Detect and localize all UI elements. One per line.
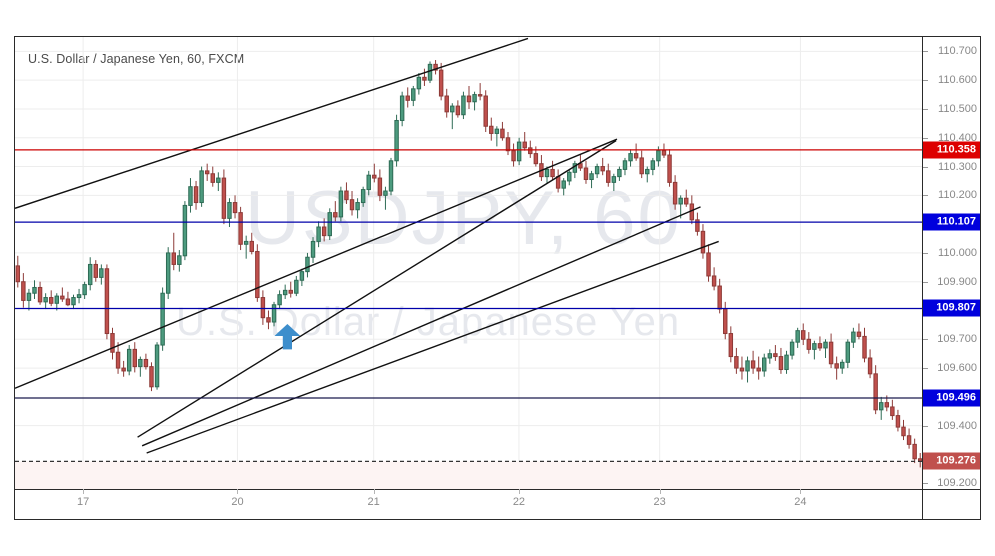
price-level-lines	[15, 149, 923, 462]
price-label-support[interactable]: 109.496	[923, 389, 980, 407]
time-axis-separator	[15, 489, 980, 490]
price-tick-mark	[923, 483, 928, 485]
time-tick-label: 23	[653, 496, 666, 508]
time-tick-label: 21	[367, 496, 380, 508]
price-tick-label: 109.700	[937, 333, 977, 346]
plot-svg	[15, 37, 923, 489]
price-label-support[interactable]: 109.807	[923, 299, 980, 317]
price-label-support[interactable]: 110.107	[923, 213, 980, 231]
price-tick-label: 109.900	[937, 275, 977, 288]
time-axis[interactable]: 17 20 21 22 23 24	[15, 489, 980, 519]
price-tick-label: 109.400	[937, 419, 977, 432]
price-label-nub	[923, 307, 929, 309]
price-tick-mark	[923, 108, 928, 110]
time-tick-mark	[373, 489, 375, 494]
price-tick-label: 110.300	[938, 160, 977, 173]
price-tick-label: 110.700	[938, 45, 977, 58]
time-tick-mark	[237, 489, 239, 494]
price-plot-area[interactable]	[15, 37, 923, 489]
price-axis[interactable]: 110.700 110.600 110.500 110.400 110.300 110.2…	[923, 37, 980, 489]
marker-buy-arrow	[274, 324, 301, 350]
price-tick-label: 109.200	[937, 477, 977, 489]
time-tick-label: 17	[76, 496, 90, 508]
price-tick-mark	[923, 166, 928, 168]
price-tick-mark	[923, 368, 928, 370]
price-tick-mark	[923, 252, 928, 254]
time-tick-label: 22	[512, 496, 526, 508]
trendline-mid-rising-support	[141, 206, 701, 447]
price-tick-mark	[923, 51, 928, 53]
trendlines	[15, 37, 719, 454]
trendline-low-rising-support	[146, 240, 719, 454]
time-tick-label: 24	[794, 496, 807, 508]
trendline-lower-rising-channel	[15, 138, 618, 389]
price-tick-mark	[923, 195, 928, 197]
price-axis-separator	[922, 37, 923, 519]
trendline-steep-rising-support	[137, 140, 617, 438]
trendline-upper-rising-channel	[15, 37, 529, 209]
chart-title: U.S. Dollar / Japanese Yen, 60, FXCM	[28, 52, 245, 66]
price-tick-label: 110.200	[938, 189, 977, 202]
price-tick-mark	[923, 425, 928, 427]
price-tick-label: 109.600	[937, 362, 977, 375]
price-tick-label: 110.500	[938, 102, 977, 115]
time-tick-mark	[518, 489, 520, 494]
time-tick-mark	[83, 489, 85, 494]
time-tick-mark	[659, 489, 661, 494]
price-tick-mark	[923, 281, 928, 283]
price-tick-label: 110.600	[938, 74, 977, 87]
chart-frame	[14, 36, 981, 520]
price-tick-label: 110.400	[938, 131, 977, 144]
candlesticks	[15, 60, 923, 468]
price-tick-mark	[923, 339, 928, 341]
price-label-nub	[923, 149, 929, 151]
price-label-nub	[923, 397, 929, 399]
price-tick-label: 110.000	[938, 246, 977, 259]
price-label-last_price[interactable]: 109.276	[923, 452, 980, 470]
price-tick-mark	[923, 80, 928, 82]
time-tick-label: 20	[231, 496, 244, 508]
price-tick-mark	[923, 137, 928, 139]
time-tick-mark	[800, 489, 802, 494]
price-label-resistance[interactable]: 110.358	[923, 141, 980, 159]
gridlines	[15, 37, 923, 489]
price-label-nub	[923, 221, 929, 223]
price-label-nub	[923, 460, 929, 462]
